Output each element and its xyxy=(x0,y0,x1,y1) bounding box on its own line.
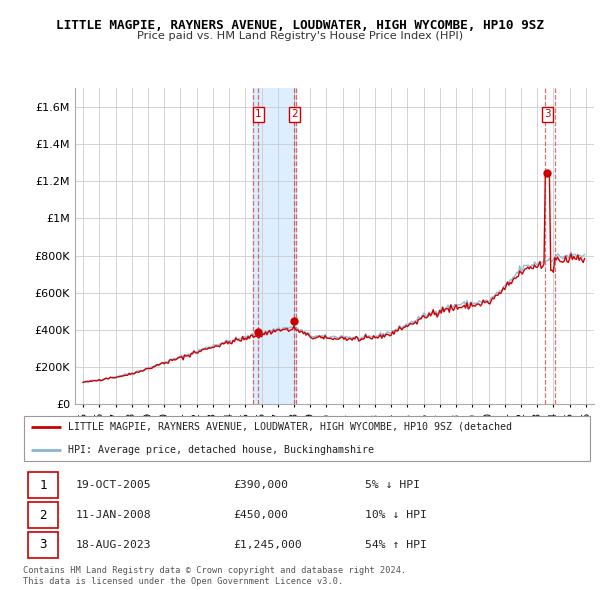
Text: This data is licensed under the Open Government Licence v3.0.: This data is licensed under the Open Gov… xyxy=(23,577,343,586)
Text: 18-AUG-2023: 18-AUG-2023 xyxy=(76,540,151,550)
FancyBboxPatch shape xyxy=(28,472,58,499)
Text: 1: 1 xyxy=(39,478,47,491)
Text: 11-JAN-2008: 11-JAN-2008 xyxy=(76,510,151,520)
Bar xyxy=(555,88,594,404)
Text: 19-OCT-2005: 19-OCT-2005 xyxy=(76,480,151,490)
FancyBboxPatch shape xyxy=(28,532,58,558)
Text: 54% ↑ HPI: 54% ↑ HPI xyxy=(365,540,427,550)
Text: 3: 3 xyxy=(544,110,551,120)
Text: LITTLE MAGPIE, RAYNERS AVENUE, LOUDWATER, HIGH WYCOMBE, HP10 9SZ: LITTLE MAGPIE, RAYNERS AVENUE, LOUDWATER… xyxy=(56,19,544,32)
Text: 3: 3 xyxy=(39,539,47,552)
Text: £450,000: £450,000 xyxy=(233,510,288,520)
Text: Price paid vs. HM Land Registry's House Price Index (HPI): Price paid vs. HM Land Registry's House … xyxy=(137,31,463,41)
Text: 2: 2 xyxy=(291,110,298,120)
Text: HPI: Average price, detached house, Buckinghamshire: HPI: Average price, detached house, Buck… xyxy=(68,445,374,455)
FancyBboxPatch shape xyxy=(24,415,590,461)
Text: Contains HM Land Registry data © Crown copyright and database right 2024.: Contains HM Land Registry data © Crown c… xyxy=(23,566,406,575)
Text: 2: 2 xyxy=(39,509,47,522)
Bar xyxy=(555,88,594,404)
FancyBboxPatch shape xyxy=(28,502,58,528)
Bar xyxy=(253,88,296,404)
Text: £1,245,000: £1,245,000 xyxy=(233,540,302,550)
Text: £390,000: £390,000 xyxy=(233,480,288,490)
Text: LITTLE MAGPIE, RAYNERS AVENUE, LOUDWATER, HIGH WYCOMBE, HP10 9SZ (detached: LITTLE MAGPIE, RAYNERS AVENUE, LOUDWATER… xyxy=(68,421,512,431)
Text: 5% ↓ HPI: 5% ↓ HPI xyxy=(365,480,420,490)
Text: 1: 1 xyxy=(255,110,262,120)
Text: 10% ↓ HPI: 10% ↓ HPI xyxy=(365,510,427,520)
